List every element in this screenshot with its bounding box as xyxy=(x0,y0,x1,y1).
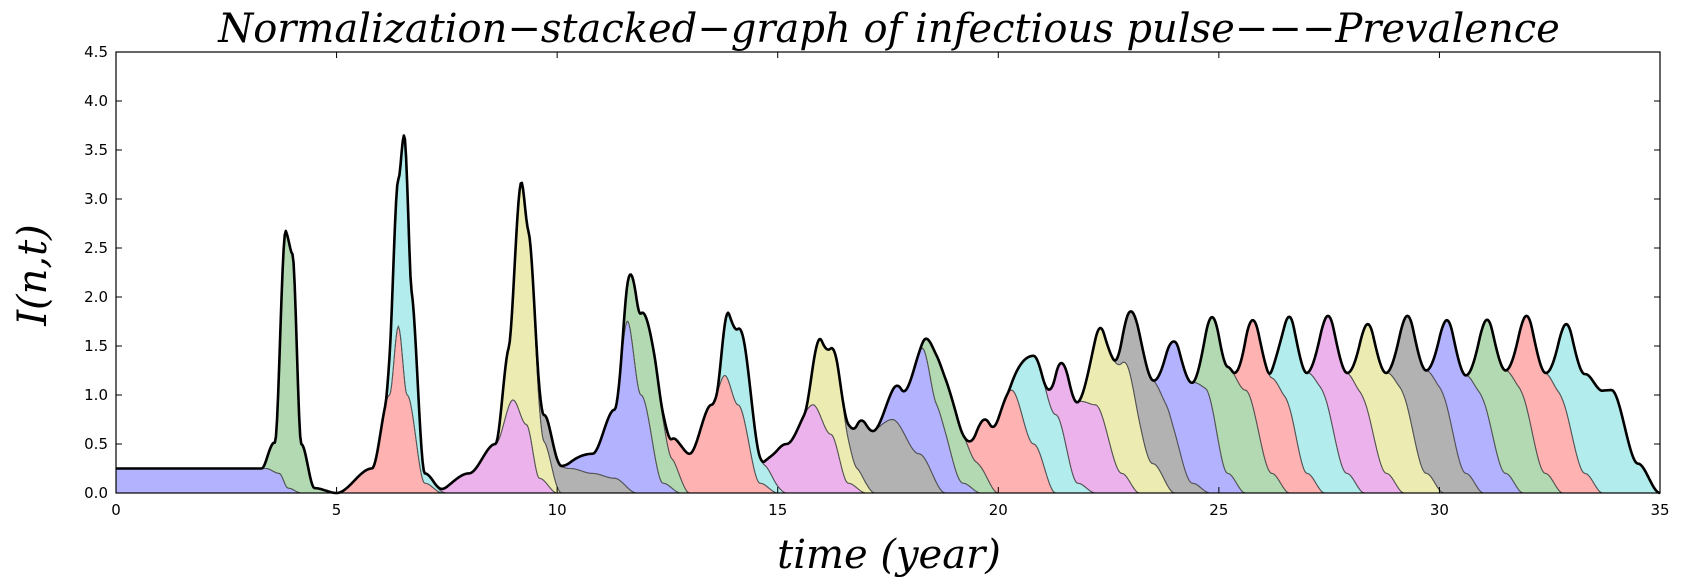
y-tick-label: 2.5 xyxy=(84,239,108,257)
y-tick-label: 3.5 xyxy=(84,141,108,159)
y-tick-label: 1.0 xyxy=(84,386,108,404)
x-tick-label: 10 xyxy=(548,501,567,519)
x-tick-label: 0 xyxy=(111,501,121,519)
x-axis-label: time (year) xyxy=(777,532,1001,578)
y-tick-label: 0.5 xyxy=(84,435,108,453)
stacked-areas xyxy=(115,135,1661,494)
x-tick-label: 30 xyxy=(1430,501,1449,519)
y-axis-label: I(n,t) xyxy=(10,224,56,327)
y-axis-ticks: 0.0 0.5 1.0 1.5 2.0 2.5 3.0 3.5 4.0 4.5 xyxy=(84,43,1660,502)
y-tick-label: 4.0 xyxy=(84,92,108,110)
x-tick-label: 25 xyxy=(1209,501,1228,519)
plot-frame xyxy=(115,51,1661,494)
chart-title: Normalization−stacked−graph of infectiou… xyxy=(217,6,1560,52)
x-tick-label: 15 xyxy=(768,501,787,519)
x-axis-ticks: 0 5 10 15 20 25 30 35 xyxy=(111,52,1670,519)
y-tick-label: 4.5 xyxy=(84,43,108,61)
x-tick-label: 5 xyxy=(332,501,342,519)
y-tick-label: 3.0 xyxy=(84,190,108,208)
x-tick-label: 20 xyxy=(989,501,1008,519)
x-tick-label: 35 xyxy=(1650,501,1669,519)
y-tick-label: 0.0 xyxy=(84,484,108,502)
total-prevalence-line xyxy=(115,134,1661,495)
y-tick-label: 2.0 xyxy=(84,288,108,306)
y-tick-label: 1.5 xyxy=(84,337,108,355)
